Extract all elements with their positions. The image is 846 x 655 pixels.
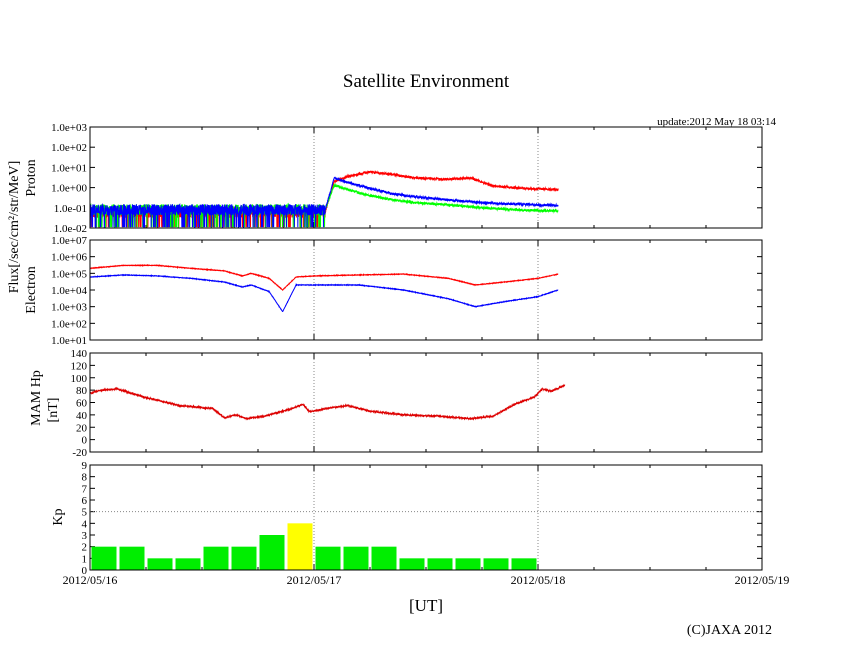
kp-bar xyxy=(231,546,257,570)
magnetic-y-tick-label: 140 xyxy=(71,348,88,360)
proton-frame xyxy=(89,126,763,229)
electron-high-line xyxy=(89,263,559,291)
copyright-notice: (C)JAXA 2012 xyxy=(687,623,772,638)
magnetic-y-tick-label: 100 xyxy=(71,373,88,385)
electron-low-line xyxy=(89,273,559,313)
hp-axis-label: MAM Hp xyxy=(29,370,44,426)
proton-y-tick-label: 1.0e+03 xyxy=(51,122,87,134)
kp-y-tick-label: 1 xyxy=(82,553,88,565)
kp-bar xyxy=(455,558,481,570)
kp-y-tick-label: 9 xyxy=(82,460,88,472)
electron-y-tick-label: 1.0e+03 xyxy=(51,302,87,314)
kp-y-tick-label: 7 xyxy=(82,483,88,495)
magnetic-y-tick-label: 20 xyxy=(76,422,88,434)
kp-y-tick-label: 3 xyxy=(82,530,88,542)
electron-y-tick-label: 1.0e+07 xyxy=(51,235,87,247)
electron-panel: 1.0e+01 1.0e+02 1.0e+03 1.0e+04 1.0e+05 1.0e+… xyxy=(51,235,763,347)
kp-bar xyxy=(483,558,509,570)
proton-panel: 1.0e-02 1.0e-01 1.0e+00 1.0e+01 1.0e+02 1.0e+… xyxy=(51,122,763,235)
magnetic-y-tick-label: -20 xyxy=(72,447,87,459)
magnetic-y-tick-label: 60 xyxy=(76,398,88,410)
magnetic-frame xyxy=(89,352,763,453)
kp-y-tick-label: 0 xyxy=(82,565,88,577)
electron-axis-label: Electron xyxy=(24,266,39,313)
chart-title: Satellite Environment xyxy=(343,71,510,92)
hp-line xyxy=(89,383,566,421)
kp-bar xyxy=(399,558,425,570)
kp-bar xyxy=(119,546,145,570)
kp-bar xyxy=(203,546,229,570)
electron-y-tick-label: 1.0e+06 xyxy=(51,252,87,264)
magnetic-y-tick-label: 0 xyxy=(82,435,88,447)
proton-low-line xyxy=(89,176,559,228)
kp-y-tick-label: 8 xyxy=(82,472,88,484)
kp-bar xyxy=(259,535,285,570)
kp-bar xyxy=(427,558,453,570)
kp-y-tick-label: 4 xyxy=(82,518,88,530)
proton-y-tick-label: 1.0e-01 xyxy=(54,203,87,215)
kp-bar xyxy=(91,546,117,570)
proton-y-tick-label: 1.0e+01 xyxy=(51,162,87,174)
kp-bar xyxy=(175,558,201,570)
kp-y-tick-label: 5 xyxy=(82,507,88,519)
x-axis-label: [UT] xyxy=(409,596,443,615)
x-tick-labels: 2012/05/16 2012/05/17 2012/05/18 2012/05/19 xyxy=(63,573,790,587)
proton-y-tick-label: 1.0e+00 xyxy=(51,183,87,195)
proton-mid-line xyxy=(89,182,559,228)
kp-bar xyxy=(371,546,397,570)
proton-axis-label: Proton xyxy=(24,159,39,196)
proton-y-tick-label: 1.0e-02 xyxy=(54,223,87,235)
kp-bar xyxy=(511,558,537,570)
update-timestamp: update:2012 May 18 03:14 xyxy=(657,116,776,128)
electron-y-tick-label: 1.0e+04 xyxy=(51,285,87,297)
kp-bar xyxy=(287,523,313,570)
x-tick-label: 2012/05/18 xyxy=(511,573,566,587)
plot-panels: 1.0e-021.0e-011.0e+001.0e+011.0e+021.0e+… xyxy=(51,122,763,577)
hp-unit-label: [nT] xyxy=(46,398,61,423)
proton-y-tick-label: 1.0e+02 xyxy=(51,142,87,154)
electron-y-tick-label: 1.0e+05 xyxy=(51,268,87,280)
x-tick-label: 2012/05/19 xyxy=(735,573,790,587)
magnetic-y-tick-label: 120 xyxy=(71,360,88,372)
electron-y-tick-label: 1.0e+01 xyxy=(51,335,87,347)
x-tick-label: 2012/05/17 xyxy=(287,573,342,587)
magnetic-y-tick-label: 40 xyxy=(76,410,88,422)
flux-axis-label: Flux[/sec/cm²/str/MeV] xyxy=(7,161,22,294)
electron-y-tick-label: 1.0e+02 xyxy=(51,318,87,330)
kp-bar xyxy=(343,546,369,570)
kp-bar xyxy=(315,546,341,570)
kp-y-tick-label: 2 xyxy=(82,542,88,554)
magnetic-y-tick-label: 80 xyxy=(76,385,88,397)
kp-frame xyxy=(89,464,763,571)
electron-frame xyxy=(89,239,763,341)
kp-axis-label: Kp xyxy=(51,508,66,525)
x-tick-label: 2012/05/16 xyxy=(63,573,118,587)
kp-y-tick-label: 6 xyxy=(82,495,88,507)
kp-bar xyxy=(147,558,173,570)
